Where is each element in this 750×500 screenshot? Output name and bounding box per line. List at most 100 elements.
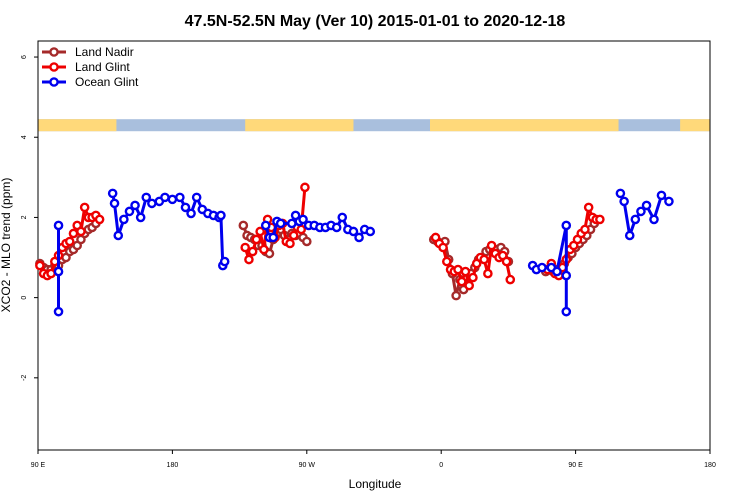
- data-point: [130, 200, 140, 211]
- data-point: [53, 306, 64, 317]
- data-point: [580, 224, 590, 235]
- data-point: [441, 256, 452, 267]
- data-point: [296, 224, 307, 235]
- legend-item: Land Nadir: [42, 45, 134, 59]
- data-point: [119, 214, 129, 225]
- data-point: [260, 220, 271, 231]
- data-point: [649, 214, 659, 225]
- x-tick-label: 180: [167, 462, 179, 469]
- data-point: [615, 188, 626, 199]
- data-point: [354, 232, 364, 243]
- data-point: [268, 232, 279, 243]
- data-point: [259, 244, 269, 255]
- data-point: [561, 270, 572, 281]
- data-point: [619, 196, 629, 207]
- y-tick-label: 6: [21, 55, 28, 59]
- data-point: [456, 276, 467, 287]
- data-point: [505, 274, 516, 285]
- data-point: [300, 182, 310, 193]
- x-axis-label: Longitude: [349, 477, 402, 491]
- axis-ticks: 90 E 180 90 W 0 90 E 180 -2 0 2 4 6: [21, 55, 716, 469]
- data-point: [255, 226, 265, 237]
- legend-swatch-marker: [49, 47, 59, 57]
- legend-label: Land Nadir: [75, 45, 134, 59]
- data-point: [656, 190, 667, 201]
- data-point: [175, 192, 185, 203]
- data-point: [109, 198, 120, 209]
- data-point: [167, 194, 178, 205]
- legend-label: Land Glint: [75, 60, 130, 74]
- data-point: [464, 280, 475, 291]
- data-point: [583, 202, 594, 213]
- data-point: [147, 198, 157, 209]
- data-point: [348, 226, 359, 237]
- data-point: [219, 256, 230, 267]
- legend-item: Land Glint: [42, 60, 130, 74]
- series-ocean-glint: [53, 188, 674, 317]
- data-point: [451, 290, 461, 301]
- data-point: [483, 268, 493, 279]
- data-point: [53, 266, 64, 277]
- data-point: [247, 246, 258, 257]
- data-point: [468, 272, 478, 283]
- data-point: [46, 268, 56, 279]
- y-tick-label: -2: [21, 375, 28, 381]
- data-point: [287, 218, 297, 229]
- data-point: [107, 188, 118, 199]
- series-layer: [35, 182, 674, 317]
- data-point: [561, 220, 572, 231]
- data-point: [288, 230, 299, 241]
- data-point: [486, 240, 497, 251]
- data-point: [331, 222, 342, 233]
- data-point: [561, 306, 572, 317]
- data-point: [301, 236, 312, 247]
- x-tick-label: 0: [439, 462, 443, 469]
- data-point: [460, 266, 471, 277]
- data-point: [64, 236, 75, 247]
- data-point: [501, 256, 512, 267]
- data-point: [285, 238, 295, 249]
- data-point: [636, 206, 646, 217]
- data-point: [113, 230, 124, 241]
- data-point: [79, 202, 90, 213]
- legend-swatch-marker: [49, 62, 59, 72]
- x-tick-label: 90 E: [31, 462, 46, 469]
- data-point: [180, 202, 191, 213]
- y-tick-label: 2: [21, 215, 28, 219]
- x-tick-label: 90 E: [568, 462, 583, 469]
- y-tick-label: 0: [21, 296, 28, 300]
- chart-title: 47.5N-52.5N May (Ver 10) 2015-01-01 to 2…: [185, 13, 566, 30]
- data-point: [537, 262, 547, 273]
- data-point: [240, 242, 250, 253]
- land-band: [680, 119, 710, 132]
- legend-item: Ocean Glint: [42, 75, 139, 89]
- data-point: [624, 230, 635, 241]
- x-tick-label: 180: [704, 462, 716, 469]
- land-band: [38, 119, 117, 132]
- data-point: [191, 192, 202, 203]
- legend-swatch-marker: [49, 77, 59, 87]
- data-point: [216, 210, 226, 221]
- legend-label: Ocean Glint: [75, 75, 139, 89]
- data-point: [479, 254, 489, 265]
- data-point: [275, 218, 286, 229]
- data-point: [135, 212, 146, 223]
- land-ocean-strip: [38, 119, 710, 132]
- data-point: [664, 196, 674, 207]
- data-point: [365, 226, 376, 237]
- data-point: [53, 220, 64, 231]
- y-tick-label: 4: [21, 135, 28, 139]
- data-point: [251, 234, 262, 245]
- data-point: [35, 260, 45, 271]
- data-point: [124, 206, 135, 217]
- data-point: [94, 214, 105, 225]
- x-tick-label: 90 W: [299, 462, 316, 469]
- data-point: [76, 226, 86, 237]
- y-axis-label: XCO2 - MLO trend (ppm): [0, 178, 13, 313]
- data-point: [68, 228, 79, 239]
- data-point: [641, 200, 652, 211]
- plot-border: [37, 40, 711, 451]
- data-point: [141, 192, 152, 203]
- data-point: [244, 254, 254, 265]
- land-band: [245, 119, 354, 132]
